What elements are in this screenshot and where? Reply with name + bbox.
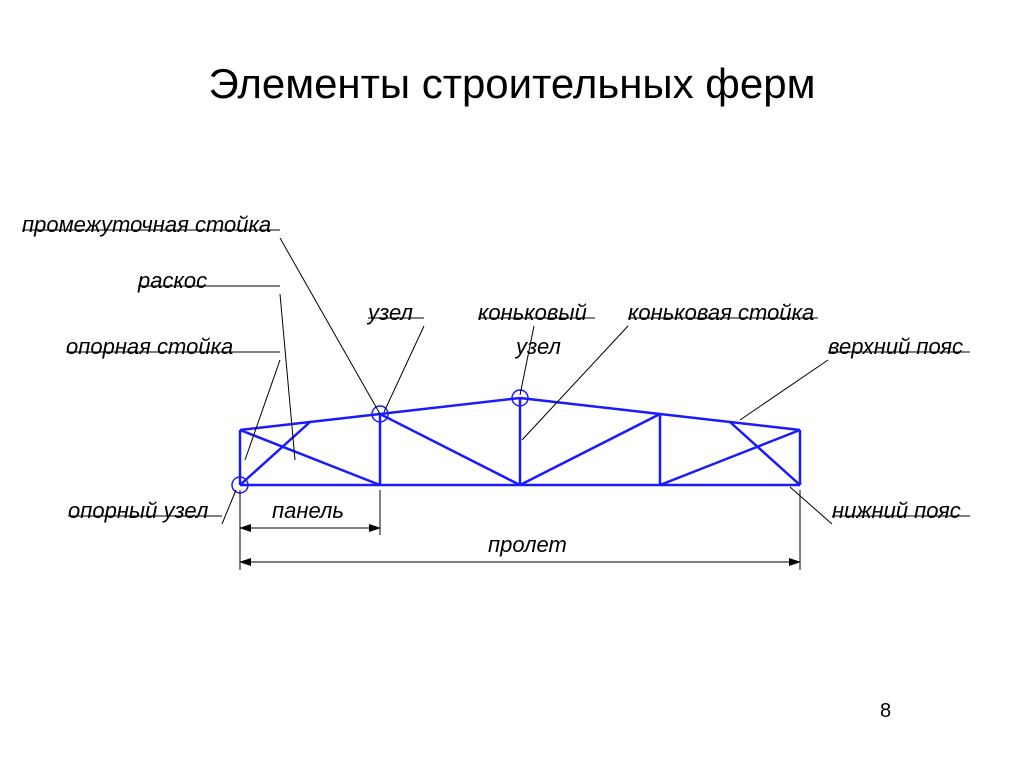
label-intermediate-post: промежуточная стойка	[22, 212, 271, 238]
truss-diagram-svg	[0, 0, 1024, 767]
label-support-post: опорная стойка	[66, 334, 233, 360]
label-span: пролет	[488, 532, 567, 558]
label-ridge-post: коньковая стойка	[628, 300, 814, 326]
label-bottom-chord: нижний пояс	[832, 498, 961, 524]
label-panel: панель	[272, 498, 344, 524]
label-ridge: коньковый	[478, 300, 587, 326]
label-diagonal: раскос	[138, 268, 207, 294]
label-node2: узел	[516, 334, 561, 360]
label-support-node: опорный узел	[68, 498, 208, 524]
label-top-chord: верхний пояс	[828, 334, 963, 360]
truss-group	[232, 390, 800, 493]
page-number: 8	[880, 700, 891, 723]
label-node: узел	[368, 300, 413, 326]
